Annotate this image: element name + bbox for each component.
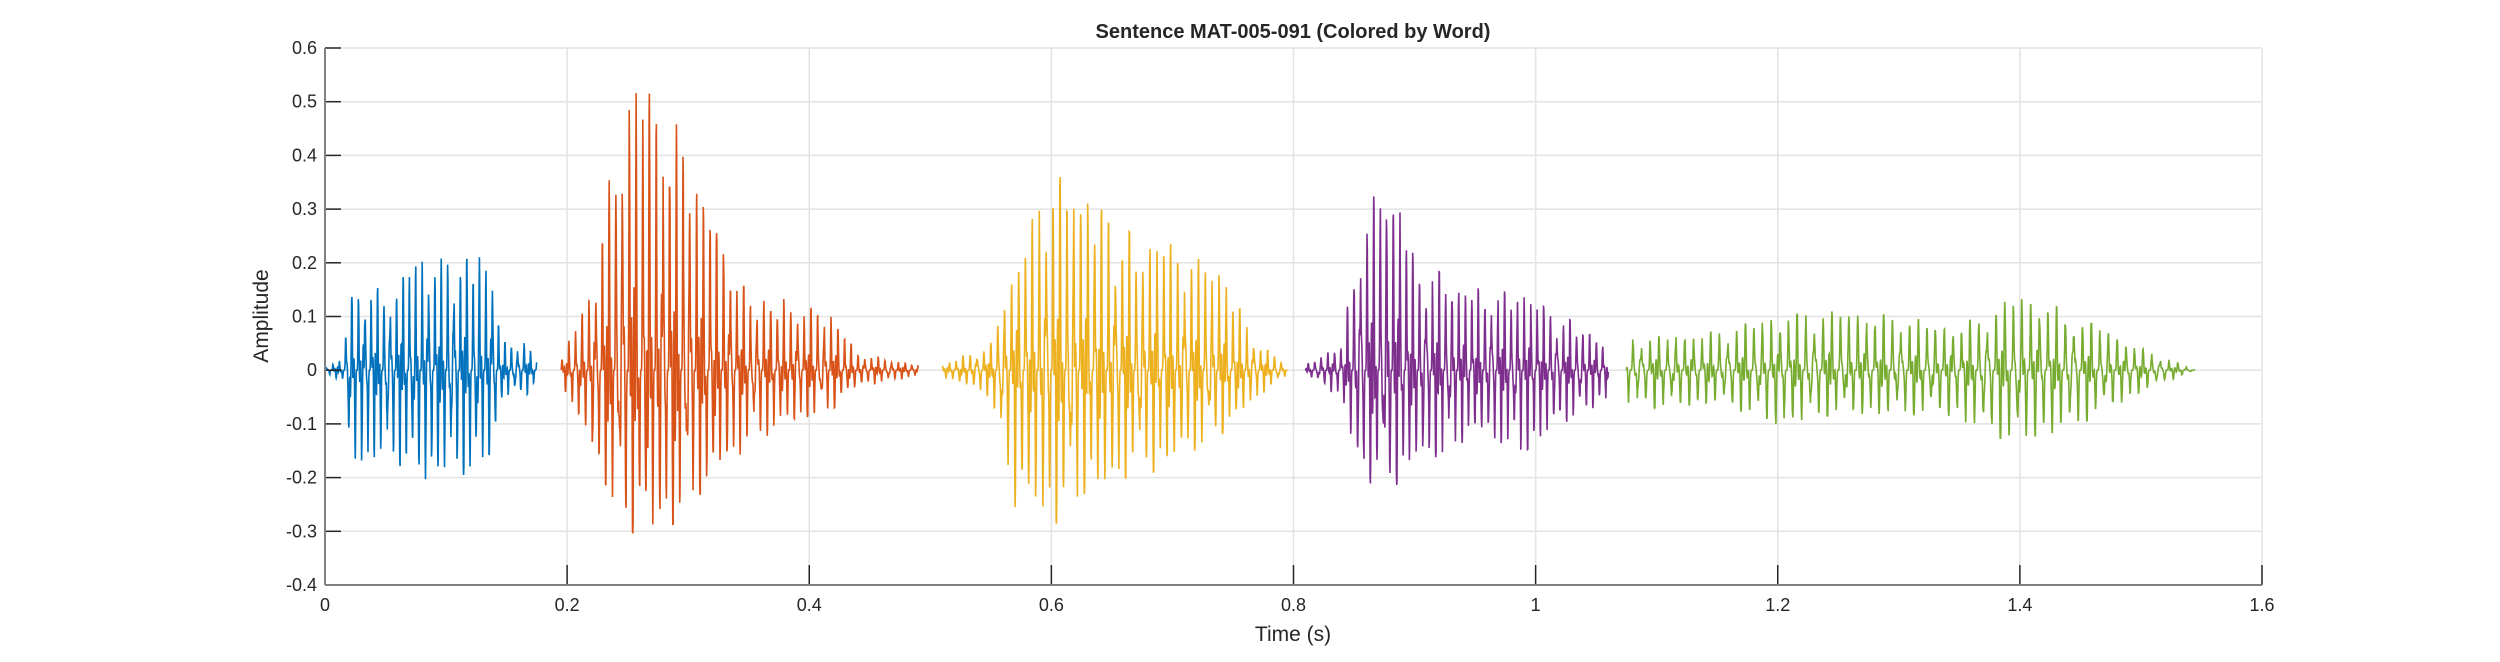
y-tick-label: -0.4 bbox=[286, 575, 317, 595]
y-tick-label: -0.3 bbox=[286, 521, 317, 541]
x-axis-label: Time (s) bbox=[1255, 623, 1331, 646]
x-tick-label: 1 bbox=[1531, 595, 1541, 615]
waveform-word-4 bbox=[1304, 196, 1610, 486]
y-axis-label: Amplitude bbox=[250, 269, 273, 362]
x-tick-label: 0.4 bbox=[797, 595, 822, 615]
x-tick-label: 0.2 bbox=[555, 595, 580, 615]
x-tick-label: 0 bbox=[320, 595, 330, 615]
chart-title: Sentence MAT-005-091 (Colored by Word) bbox=[1096, 21, 1491, 43]
x-tick-label: 1.6 bbox=[2249, 595, 2274, 615]
waveform-word-2 bbox=[560, 93, 919, 534]
x-tick-label: 1.4 bbox=[2007, 595, 2032, 615]
waveform-word-1 bbox=[324, 257, 538, 480]
y-tick-label: -0.2 bbox=[286, 468, 317, 488]
y-tick-label: 0.1 bbox=[292, 307, 317, 327]
y-tick-label: 0.2 bbox=[292, 253, 317, 273]
y-tick-label: 0.6 bbox=[292, 38, 317, 58]
waveform-word-5 bbox=[1625, 298, 2196, 440]
plot-area bbox=[324, 93, 2196, 534]
axes: 0 0.2 0.4 0.6 0.8 1 1.2 1.4 1.6 -0.4 -0.3 -0.2 -0.1 0… bbox=[286, 38, 2275, 615]
waveform-word-3 bbox=[941, 176, 1289, 524]
x-tick-label: 0.6 bbox=[1039, 595, 1064, 615]
x-tick-label: 1.2 bbox=[1765, 595, 1790, 615]
y-tick-label: 0.5 bbox=[292, 92, 317, 112]
x-tick-label: 0.8 bbox=[1281, 595, 1306, 615]
y-tick-label: -0.1 bbox=[286, 414, 317, 434]
y-tick-label: 0.3 bbox=[292, 199, 317, 219]
y-tick-label: 0 bbox=[307, 360, 317, 380]
y-tick-label: 0.4 bbox=[292, 145, 317, 165]
